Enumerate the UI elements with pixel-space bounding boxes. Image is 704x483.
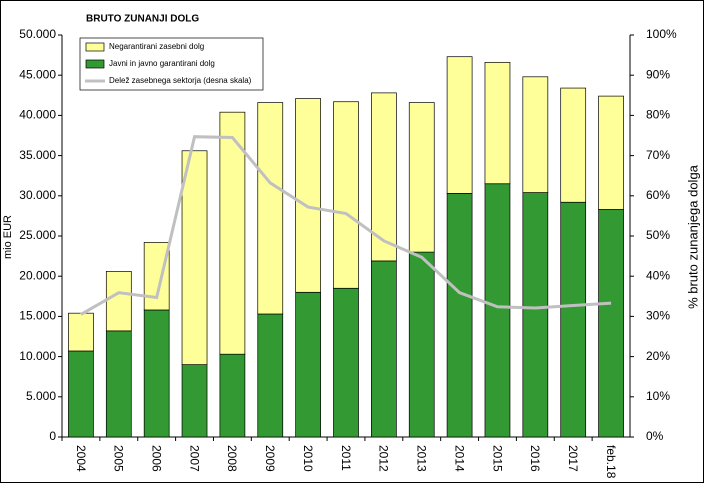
bar: [181, 364, 208, 438]
bar: [446, 56, 473, 194]
legend-swatch: [85, 42, 105, 52]
bar: [105, 271, 132, 332]
y2-tick-label: 20%: [646, 349, 670, 363]
bar: [371, 92, 397, 262]
y-tick-label: 50.000: [19, 27, 56, 41]
x-tick-label: 2005: [112, 445, 126, 472]
bar: [333, 101, 359, 289]
legend-swatch: [85, 59, 105, 69]
legend-label: Negarantirani zasebni dolg: [109, 42, 204, 51]
bar: [219, 111, 246, 355]
x-tick-label: 2004: [74, 445, 88, 472]
y2-tick-label: 70%: [646, 148, 670, 162]
x-tick-label: 2008: [225, 445, 239, 472]
x-tick-label: 2009: [263, 445, 277, 472]
x-tick-label: 2006: [149, 445, 163, 472]
y-tick-label: 35.000: [19, 148, 56, 162]
y-tick-label: 25.000: [19, 228, 56, 242]
y-tick-label: 5.000: [26, 389, 56, 403]
legend-box: [79, 37, 264, 91]
bar: [333, 287, 359, 438]
y-tick-label: 0: [49, 429, 56, 443]
x-tick-label: 2013: [415, 445, 429, 472]
y2-tick-label: 90%: [646, 67, 670, 81]
bar: [181, 150, 208, 365]
x-tick-label: feb.18: [604, 445, 618, 479]
bar: [522, 76, 549, 193]
y-tick-label: 10.000: [19, 349, 56, 363]
bar: [484, 61, 511, 185]
y2-tick-label: 10%: [646, 389, 670, 403]
chart-title: BRUTO ZUNANJI DOLG: [86, 14, 199, 25]
bar: [408, 102, 435, 253]
bar: [143, 309, 170, 438]
y-tick-label: 15.000: [19, 309, 56, 323]
bar: [68, 350, 94, 438]
y2-tick-label: 80%: [646, 108, 670, 122]
legend-label: Delež zasebnega sektorja (desna skala): [109, 76, 252, 85]
x-tick-label: 2014: [452, 445, 466, 472]
y-tick-label: 30.000: [19, 188, 56, 202]
x-tick-label: 2015: [490, 445, 504, 472]
x-tick-label: 2016: [528, 445, 542, 472]
bar: [68, 312, 94, 352]
bar: [257, 102, 284, 315]
x-tick-label: 2011: [339, 445, 353, 471]
y2-axis-label: % bruto zunanjega dolga: [685, 164, 700, 309]
y-tick-label: 45.000: [19, 67, 56, 81]
bar: [484, 183, 511, 438]
y2-tick-label: 40%: [646, 268, 670, 282]
y2-tick-label: 30%: [646, 309, 670, 323]
x-tick-label: 2012: [377, 445, 391, 472]
bar: [143, 242, 170, 311]
y-tick-label: 40.000: [19, 108, 56, 122]
bar: [560, 201, 587, 438]
bar: [598, 95, 624, 210]
x-tick-label: 2010: [301, 445, 315, 472]
line: [80, 135, 612, 316]
x-tick-label: 2017: [566, 445, 580, 472]
y2-tick-label: 50%: [646, 228, 670, 242]
bar: [371, 260, 397, 438]
bar: [598, 209, 624, 438]
bar: [105, 330, 132, 438]
y-axis-label: mio EUR: [2, 215, 14, 259]
x-tick-label: 2007: [187, 445, 201, 472]
y-tick-label: 20.000: [19, 268, 56, 282]
legend-label: Javni in javno garantirani dolg: [109, 59, 215, 68]
bar: [219, 353, 246, 438]
bar: [408, 251, 435, 438]
bar: [446, 193, 473, 438]
bar: [295, 291, 321, 438]
y2-tick-label: 0%: [646, 429, 664, 443]
bar: [257, 313, 284, 438]
bar: [560, 87, 587, 203]
bar: [295, 98, 321, 293]
y2-tick-label: 100%: [646, 27, 677, 41]
y2-tick-label: 60%: [646, 188, 670, 202]
bar: [522, 192, 549, 438]
